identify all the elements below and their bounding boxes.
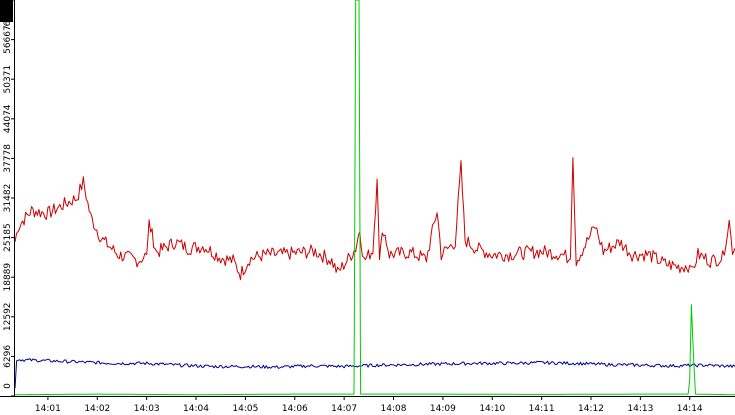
x-tick-label: 14:07 — [331, 404, 357, 414]
y-tick-label: 62964 — [3, 0, 13, 26]
x-tick-label: 14:05 — [232, 404, 258, 414]
y-tick-label: 6296 — [3, 345, 13, 368]
y-tick-label: 56667 — [3, 25, 13, 54]
y-tick-label: 37778 — [3, 144, 13, 173]
x-tick-label: 14:08 — [381, 404, 407, 414]
x-tick-label: 14:02 — [84, 404, 110, 414]
x-tick-label: 14:11 — [529, 404, 555, 414]
x-tick-label: 14:09 — [430, 404, 456, 414]
y-tick-label: 44074 — [3, 104, 13, 133]
series-layer — [14, 0, 735, 396]
y-axis-band — [0, 0, 13, 22]
x-tick-label: 14:10 — [479, 404, 505, 414]
y-tick-label: 25185 — [3, 223, 13, 252]
x-tick-label: 14:04 — [183, 404, 209, 414]
series-line-3 — [15, 0, 735, 396]
series-line-1 — [14, 157, 735, 281]
x-tick-label: 14:14 — [677, 404, 703, 414]
y-tick-label: 0 — [3, 383, 13, 389]
x-tick-label: 14:13 — [627, 404, 653, 414]
x-tick-label: 14:06 — [282, 404, 308, 414]
y-tick-label: 31482 — [3, 184, 13, 213]
x-tick-label: 14:01 — [35, 404, 61, 414]
series-line-2 — [14, 358, 735, 389]
y-tick-label: 12592 — [3, 302, 13, 331]
y-tick-label: 50371 — [3, 65, 13, 94]
x-tick-label: 14:03 — [134, 404, 160, 414]
x-tick-label: 14:12 — [578, 404, 604, 414]
y-tick-label: 18889 — [3, 263, 13, 292]
